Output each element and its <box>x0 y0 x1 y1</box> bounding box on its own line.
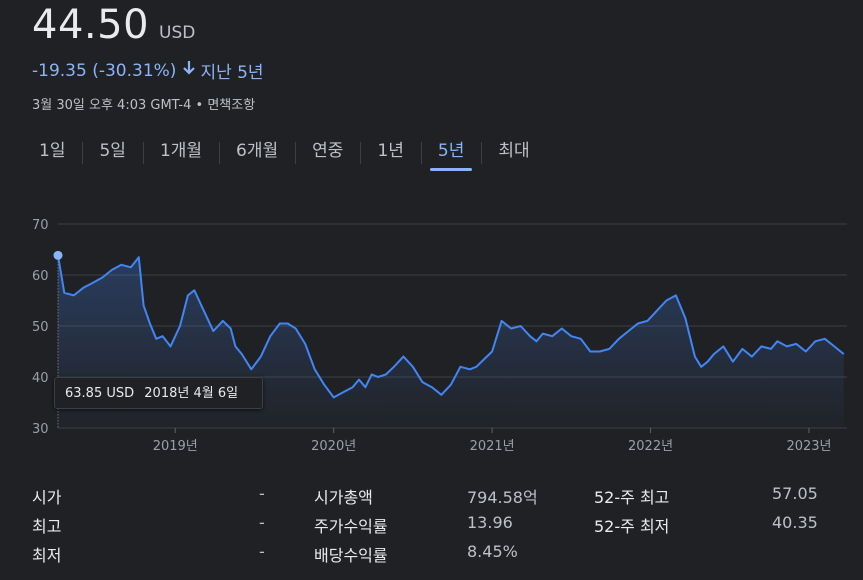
price-line <box>57 255 845 399</box>
tab-ytd[interactable]: 연중 <box>295 130 360 170</box>
stat-high-label: 최고 <box>32 517 62 536</box>
current-price: 44.50 <box>32 2 150 48</box>
stat-pe-value: 13.96 <box>467 513 513 532</box>
range-tabs: 1일 5일 1개월 6개월 연중 1년 5년 최대 <box>22 130 547 171</box>
stat-divyield-value: 8.45% <box>467 542 518 561</box>
x-tick-label: 2021년 <box>470 439 515 454</box>
price-row: 44.50 USD <box>32 2 195 48</box>
stat-low-value: - <box>259 542 265 561</box>
data-point <box>53 250 63 260</box>
tab-5d[interactable]: 5일 <box>82 130 142 170</box>
change-period: 지난 5년 <box>200 63 264 83</box>
stat-low-label: 최저 <box>32 546 62 565</box>
y-tick-label: 70 <box>32 218 49 233</box>
stat-52w-high-value: 57.05 <box>772 484 818 503</box>
disclaimer-link[interactable]: 면책조항 <box>207 98 256 113</box>
x-tick-label: 2023년 <box>786 439 831 454</box>
x-tick-label: 2022년 <box>628 439 673 454</box>
tab-1m[interactable]: 1개월 <box>142 130 219 170</box>
price-chart[interactable]: 30 40 50 60 70 2019년 2020년 2021년 2022년 2023년 <box>0 205 863 465</box>
x-tick-label: 2019년 <box>153 439 198 454</box>
stat-mktcap-value: 794.58억 <box>467 488 538 507</box>
stat-pe-label: 주가수익률 <box>314 517 388 536</box>
tab-1d[interactable]: 1일 <box>39 141 66 161</box>
y-tick-label: 30 <box>32 422 49 437</box>
tab-1y[interactable]: 1년 <box>360 130 420 170</box>
stat-52w-high-label: 52-주 최고 <box>594 488 670 507</box>
tooltip-price: 63.85 USD <box>65 386 135 401</box>
quote-timestamp: 3월 30일 오후 4:03 GMT-4 <box>32 98 192 113</box>
quote-meta: 3월 30일 오후 4:03 GMT-4 • 면책조항 <box>32 94 255 113</box>
stat-high-value: - <box>259 513 265 532</box>
tab-5y[interactable]: 5년 <box>420 130 481 171</box>
arrow-down-icon <box>182 60 196 81</box>
price-change: -19.35 (-30.31%) <box>32 60 177 81</box>
x-tick-label: 2020년 <box>311 439 356 454</box>
stat-open-label: 시가 <box>32 488 62 507</box>
tab-6m[interactable]: 6개월 <box>219 130 295 170</box>
stat-52w-low-value: 40.35 <box>772 513 818 532</box>
separator-dot: • <box>195 98 208 113</box>
tooltip-date: 2018년 4월 6일 <box>144 386 239 401</box>
stat-52w-low-label: 52-주 최저 <box>594 517 670 536</box>
stat-divyield-label: 배당수익률 <box>314 546 388 565</box>
stat-mktcap-label: 시가총액 <box>314 488 373 507</box>
currency-label: USD <box>159 23 196 43</box>
y-tick-label: 50 <box>32 320 49 335</box>
price-change-row: -19.35 (-30.31%) 지난 5년 <box>32 58 264 84</box>
tab-max[interactable]: 최대 <box>481 130 546 170</box>
y-tick-label: 60 <box>32 269 49 284</box>
chart-tooltip: 63.85 USD 2018년 4월 6일 <box>54 377 263 409</box>
stat-open-value: - <box>259 484 265 503</box>
y-tick-label: 40 <box>32 371 49 386</box>
